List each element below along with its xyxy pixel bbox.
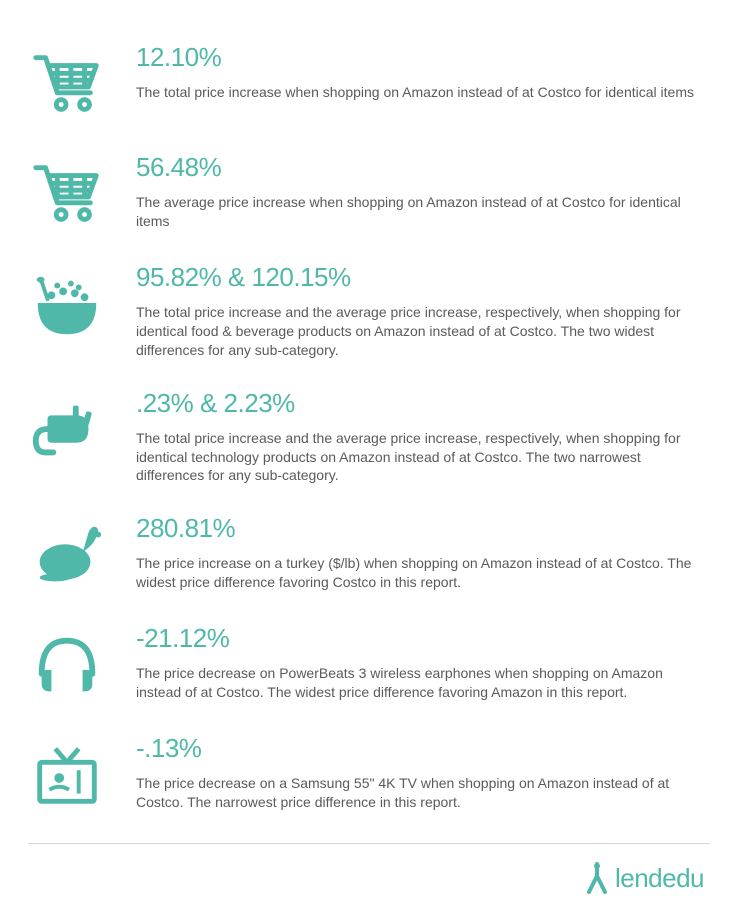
stat-value: 12.10% bbox=[136, 42, 710, 73]
brand-text: lendedu bbox=[615, 863, 704, 894]
stat-text-col: 12.10% The total price increase when sho… bbox=[136, 42, 710, 102]
stat-row: 12.10% The total price increase when sho… bbox=[28, 28, 710, 138]
cart-icon bbox=[28, 152, 106, 234]
brand-icon bbox=[583, 862, 611, 894]
turkey-icon bbox=[28, 513, 106, 595]
stat-description: The total price increase and the average… bbox=[136, 429, 710, 486]
stat-description: The total price increase when shopping o… bbox=[136, 83, 710, 102]
stat-value: 280.81% bbox=[136, 513, 710, 544]
stat-text-col: -21.12% The price decrease on PowerBeats… bbox=[136, 623, 710, 702]
stat-value: -21.12% bbox=[136, 623, 710, 654]
stat-row: -.13% The price decrease on a Samsung 55… bbox=[28, 719, 710, 829]
stat-text-col: 95.82% & 120.15% The total price increas… bbox=[136, 262, 710, 360]
stat-text-col: 280.81% The price increase on a turkey (… bbox=[136, 513, 710, 592]
stat-description: The price decrease on a Samsung 55" 4K T… bbox=[136, 774, 710, 812]
stat-value: .23% & 2.23% bbox=[136, 388, 710, 419]
stat-text-col: .23% & 2.23% The total price increase an… bbox=[136, 388, 710, 486]
headphones-icon bbox=[28, 623, 106, 705]
divider bbox=[28, 843, 710, 844]
stat-text-col: -.13% The price decrease on a Samsung 55… bbox=[136, 733, 710, 812]
stat-row: -21.12% The price decrease on PowerBeats… bbox=[28, 609, 710, 719]
stat-description: The average price increase when shopping… bbox=[136, 193, 710, 231]
stat-value: 95.82% & 120.15% bbox=[136, 262, 710, 293]
bowl-icon bbox=[28, 262, 106, 344]
tv-icon bbox=[28, 733, 106, 815]
stat-description: The price increase on a turkey ($/lb) wh… bbox=[136, 554, 710, 592]
stat-value: -.13% bbox=[136, 733, 710, 764]
cart-icon bbox=[28, 42, 106, 124]
stat-row: 95.82% & 120.15% The total price increas… bbox=[28, 248, 710, 374]
stat-row: 56.48% The average price increase when s… bbox=[28, 138, 710, 248]
stat-text-col: 56.48% The average price increase when s… bbox=[136, 152, 710, 231]
stat-value: 56.48% bbox=[136, 152, 710, 183]
footer-logo: lendedu bbox=[28, 862, 710, 894]
stat-description: The total price increase and the average… bbox=[136, 303, 710, 360]
stat-row: 280.81% The price increase on a turkey (… bbox=[28, 499, 710, 609]
stat-description: The price decrease on PowerBeats 3 wirel… bbox=[136, 664, 710, 702]
plug-icon bbox=[28, 388, 106, 470]
stat-row: .23% & 2.23% The total price increase an… bbox=[28, 374, 710, 500]
